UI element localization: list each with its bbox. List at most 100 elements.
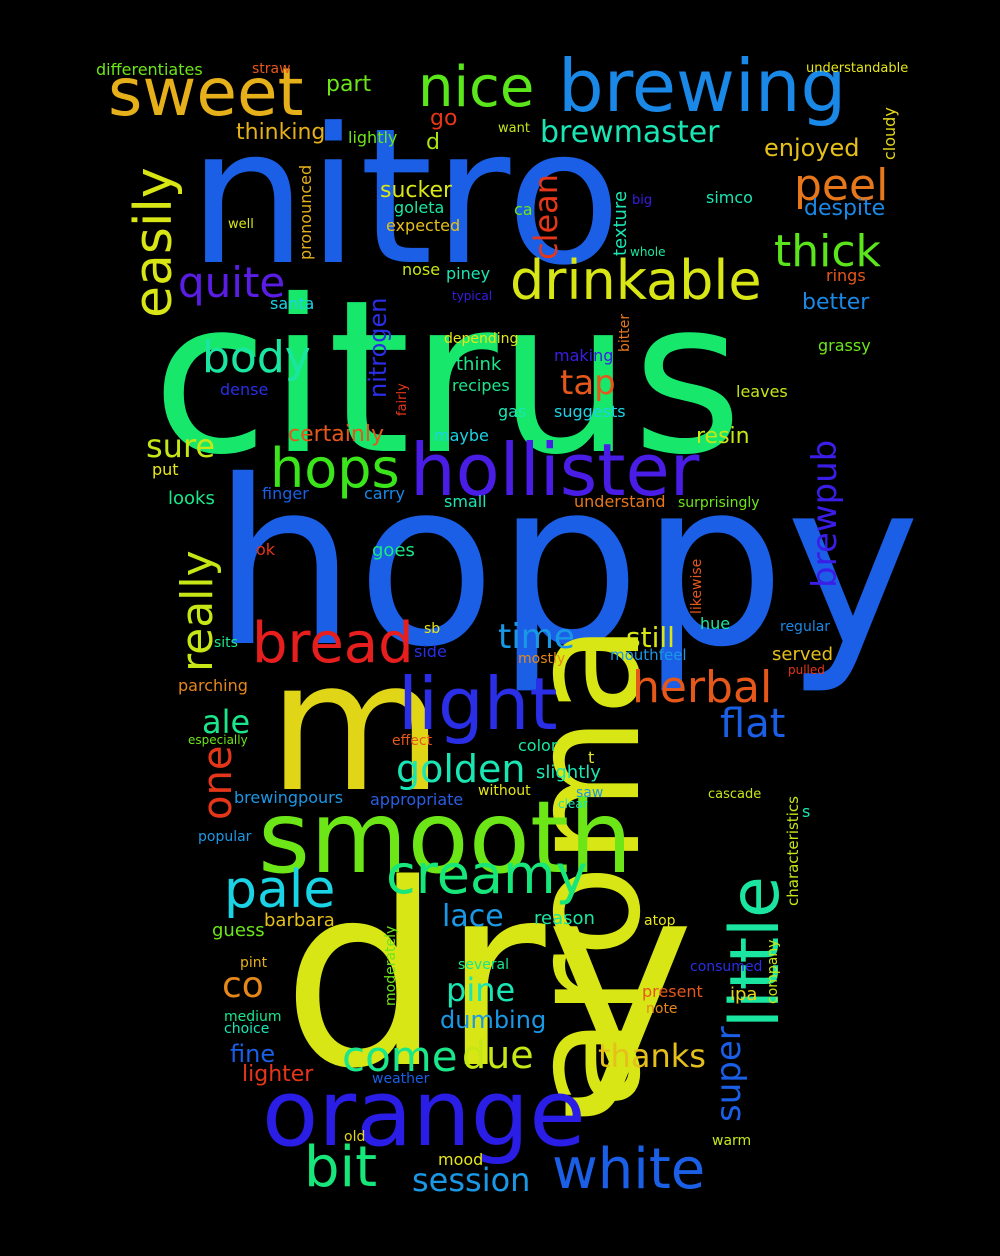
word-brewmaster: brewmaster (540, 115, 720, 150)
word-small: small (444, 492, 487, 511)
word-golden: golden (396, 747, 526, 791)
word-time: time (498, 617, 575, 657)
word-gas: gas (498, 402, 527, 421)
word-piney: piney (446, 264, 491, 283)
word-cascade: cascade (708, 787, 762, 802)
word-characteristics: characteristics (784, 796, 802, 906)
word-ale: ale (202, 703, 251, 741)
word-depending: depending (444, 331, 519, 347)
word-m: m (268, 623, 444, 832)
word-pulled: pulled (788, 663, 825, 677)
word-fine: fine (230, 1040, 276, 1068)
word-quite: quite (178, 258, 286, 307)
word-mostly: mostly (518, 651, 566, 667)
word-looks: looks (168, 488, 215, 509)
word-weather: weather (372, 1071, 430, 1087)
word-citrus: citrus (152, 254, 743, 501)
word-fairly: fairly (395, 383, 410, 416)
word-brewingpours: brewingpours (234, 788, 344, 807)
word-due: due (462, 1033, 534, 1077)
word-lace: lace (442, 899, 504, 934)
word-dry: dry (282, 831, 695, 1124)
word-white: white (552, 1137, 706, 1202)
word-orange: orange (262, 1060, 586, 1167)
word-s: s (802, 802, 811, 821)
word-pronounced: pronounced (296, 164, 315, 260)
word-moderately: moderately (383, 925, 399, 1006)
word-part: part (326, 72, 372, 97)
word-making: making (554, 346, 614, 365)
word-one: one (195, 745, 241, 820)
word-regular: regular (780, 619, 831, 635)
word-really: really (172, 550, 223, 672)
word-nitro: nitro (188, 88, 622, 307)
word-session: session (412, 1161, 531, 1199)
word-come: come (342, 1032, 458, 1081)
word-d: d (426, 130, 440, 155)
word-leaves: leaves (736, 382, 788, 401)
word-straw: straw (252, 61, 291, 77)
word-dense: dense (220, 380, 269, 399)
word-served: served (772, 644, 834, 665)
word-tap: tap (560, 363, 616, 403)
word-popular: popular (198, 829, 252, 845)
word-cloudy: cloudy (880, 107, 899, 160)
word-sb: sb (424, 621, 441, 637)
word-likewise: likewise (689, 558, 705, 614)
word-goleta: goleta (394, 198, 445, 217)
word-whole: whole (630, 245, 666, 259)
word-clear: clear (558, 797, 588, 811)
word-mouthfeel: mouthfeel (610, 646, 687, 664)
word-nitrogen: nitrogen (364, 297, 392, 398)
word-parching: parching (178, 676, 248, 695)
word-well: well (228, 217, 254, 232)
word-enjoyed: enjoyed (764, 134, 860, 162)
word-dumbing: dumbing (440, 1006, 547, 1034)
word-lightly: lightly (348, 128, 398, 147)
word-thick: thick (774, 226, 882, 277)
word-smooth: smooth (258, 779, 633, 896)
word-light: light (398, 662, 558, 746)
word-sits: sits (214, 635, 238, 651)
word-santa: santa (270, 294, 315, 313)
word-thinking: thinking (236, 120, 326, 145)
word-think: think (456, 354, 502, 375)
word-t: t (588, 748, 595, 767)
word-barbara: barbara (264, 910, 335, 931)
word-put: put (152, 460, 179, 479)
word-goes: goes (372, 540, 415, 561)
word-finger: finger (262, 484, 309, 503)
word-saw: saw (576, 785, 604, 801)
word-big: big (632, 193, 653, 208)
word-bitter: bitter (617, 313, 633, 352)
word-sweet: sweet (108, 54, 304, 131)
word-ipa: ipa (730, 984, 758, 1005)
word-ca: ca (514, 200, 533, 219)
word-hollister: hollister (410, 428, 700, 512)
word-ok: ok (256, 540, 276, 559)
word-better: better (802, 290, 870, 315)
word-consumed: consumed (690, 959, 763, 975)
word-sure: sure (146, 427, 216, 465)
word-drinkable: drinkable (510, 249, 762, 312)
word-go: go (430, 106, 458, 131)
word-mood: mood (438, 1150, 484, 1169)
word-clean: clean (527, 173, 565, 260)
word-maybe: maybe (434, 426, 489, 445)
word-grassy: grassy (818, 336, 871, 355)
word-brewing: brewing (558, 44, 847, 128)
word-differentiates: differentiates (96, 60, 203, 79)
word-super: super (709, 1026, 749, 1122)
word-still: still (626, 621, 675, 654)
word-herbal: herbal (632, 662, 773, 713)
word-texture: texture (610, 190, 631, 256)
word-warm: warm (712, 1133, 752, 1149)
word-present: present (642, 982, 703, 1001)
word-company: company (765, 939, 781, 1004)
word-certainly: certainly (288, 422, 384, 447)
word-hoppy: hoppy (212, 431, 921, 697)
word-color: color (518, 736, 558, 755)
word-body: body (202, 332, 311, 383)
word-suggests: suggests (554, 402, 626, 421)
